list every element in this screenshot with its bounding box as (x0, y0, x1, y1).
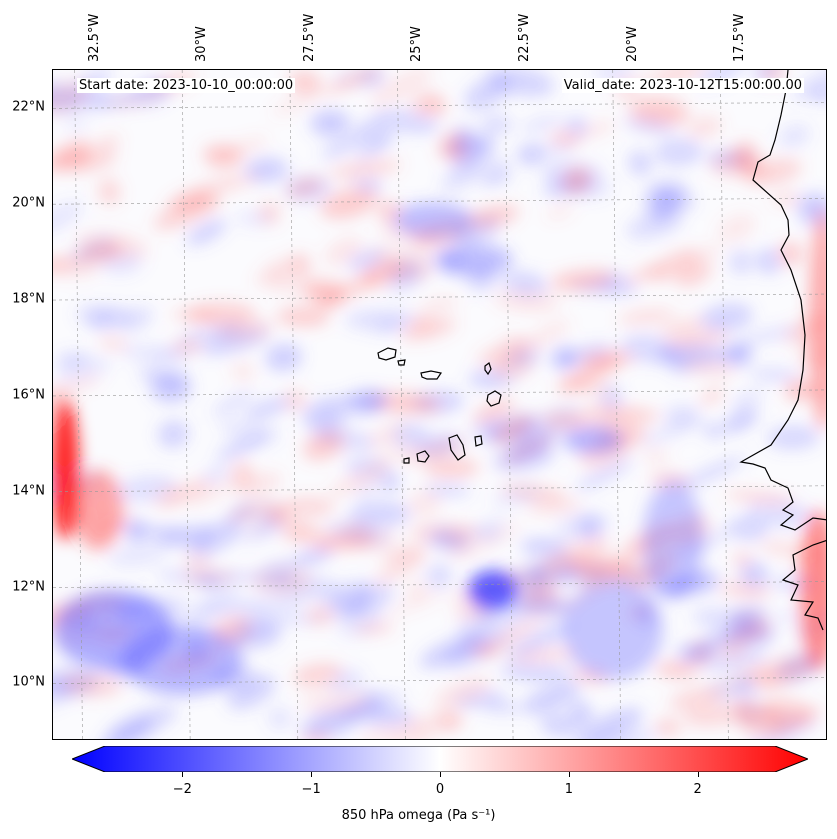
longitude-tick-label: 20°W (624, 26, 640, 62)
island-sao-nicolau (420, 370, 442, 380)
island-sal (484, 362, 492, 376)
omega-field-shading (53, 70, 826, 739)
latitude-tick-label: 20°N (12, 195, 45, 211)
island-boa-vista (486, 390, 502, 407)
longitude-tick-label: 27.5°W (301, 13, 317, 62)
colorbar-tick-mark (311, 772, 313, 777)
island-maio (474, 435, 483, 447)
meridian-gridline (74, 70, 83, 739)
valid-date-label: Valid_date: 2023-10-12T15:00:00.00 (561, 78, 804, 93)
latitude-tick-label: 18°N (12, 291, 45, 307)
omega-field-map (53, 70, 826, 739)
colorbar-tick-label: −2 (172, 782, 192, 797)
colorbar-tick-label: −1 (301, 782, 321, 797)
island-santiago (448, 434, 466, 461)
colorbar-tick-mark (440, 772, 441, 777)
island-santo-antao (377, 347, 397, 361)
meridian-gridline (612, 70, 621, 739)
longitude-tick-label: 25°W (409, 26, 425, 62)
meridian-gridline (397, 70, 406, 739)
colorbar-tick-mark (182, 772, 184, 777)
colorbar-tick-label: 2 (693, 782, 702, 797)
start-date-label: Start date: 2023-10-10_00:00:00 (77, 78, 296, 93)
colorbar-tick-mark (568, 772, 570, 777)
longitude-tick-label: 17.5°W (732, 13, 748, 62)
colorbar-tick-label: 0 (435, 782, 445, 797)
longitude-tick-label: 32.5°W (86, 13, 102, 62)
africa-coastline-south (781, 540, 826, 631)
meridian-gridline (181, 70, 191, 739)
island-sao-vicente (397, 359, 406, 366)
colorbar-label: 850 hPa omega (Pa s⁻¹) (341, 808, 496, 823)
longitude-tick-label: 22.5°W (517, 13, 533, 62)
africa-coastline (739, 70, 826, 531)
latitude-tick-label: 22°N (12, 99, 45, 115)
colorbar-bar (72, 746, 808, 772)
colorbar (72, 746, 808, 772)
island-fogo (416, 450, 430, 463)
coastline (377, 70, 826, 631)
latitude-tick-label: 12°N (12, 579, 45, 595)
map-plot-area (52, 69, 827, 740)
colorbar-tick-label: 1 (564, 782, 573, 797)
latitude-tick-label: 16°N (12, 387, 45, 403)
meridian-gridline (504, 70, 514, 739)
latitude-tick-label: 14°N (12, 483, 45, 499)
latitude-tick-label: 10°N (12, 674, 45, 690)
colorbar-tick-mark (697, 772, 699, 777)
longitude-tick-label: 30°W (194, 26, 210, 62)
parallel-gridline (53, 293, 826, 301)
meridian-gridline (720, 70, 729, 739)
map-gridlines (53, 70, 826, 739)
meridian-gridline (289, 70, 299, 739)
island-brava (403, 457, 410, 464)
